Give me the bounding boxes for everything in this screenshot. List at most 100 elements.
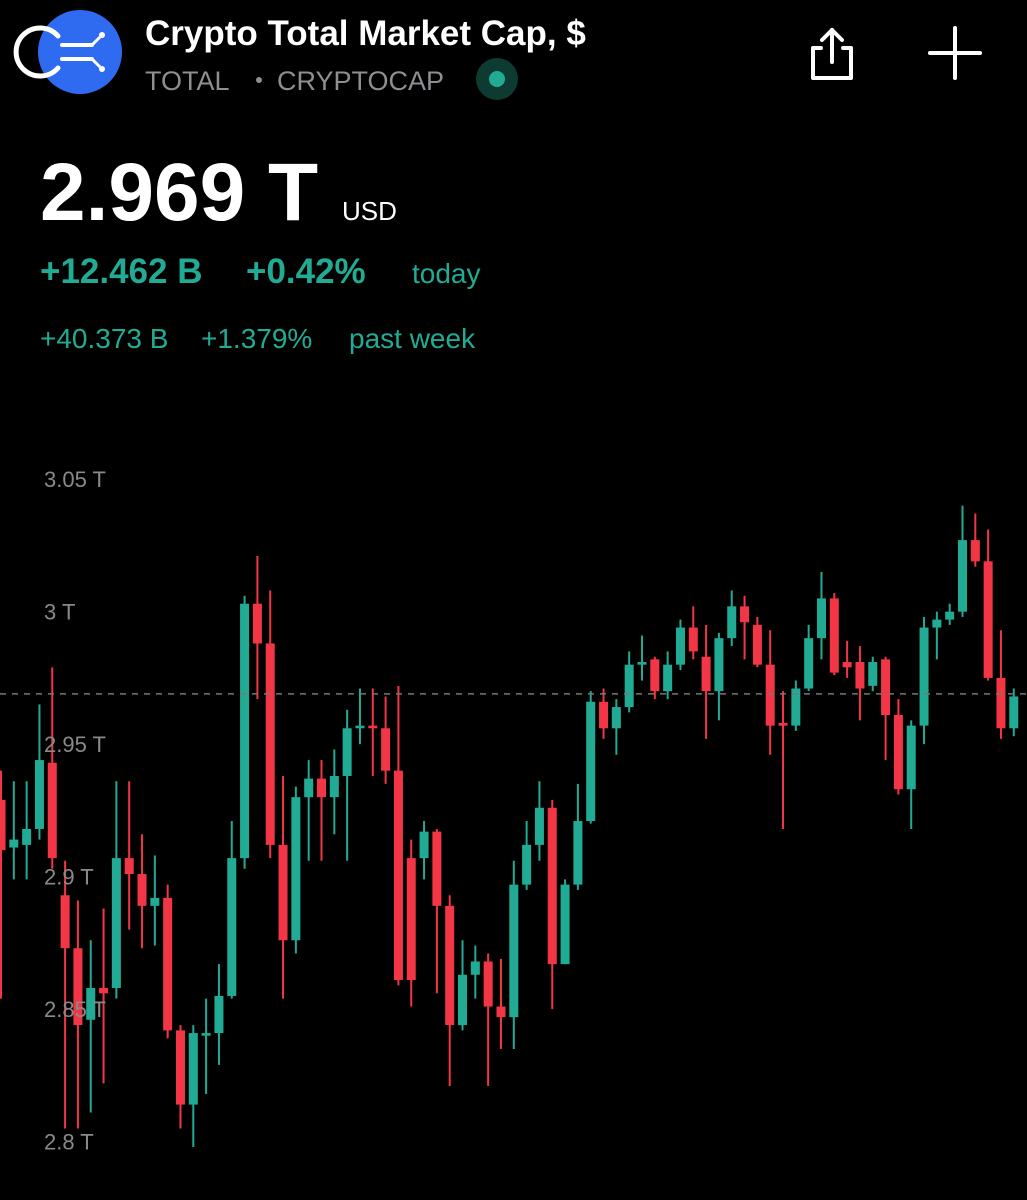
candle-body <box>329 775 339 798</box>
candle-body <box>60 895 70 949</box>
candle-body <box>932 619 942 628</box>
candle-body <box>881 659 891 716</box>
candle-body <box>637 662 647 665</box>
candle-body <box>791 688 801 726</box>
candle-body <box>945 611 955 620</box>
candle-body <box>893 715 903 790</box>
candle-body <box>470 961 480 975</box>
candle-body <box>432 831 442 906</box>
add-button[interactable] <box>928 26 982 80</box>
candle-body <box>483 961 493 1007</box>
market-status-dot <box>489 71 505 87</box>
candle-body <box>304 778 314 798</box>
candle-body <box>9 839 19 848</box>
y-tick-label: 2.85 T <box>44 997 106 1022</box>
symbol-title: Crypto Total Market Cap, $ <box>145 14 586 53</box>
change-today-pct: +0.42% <box>246 252 366 291</box>
candle-body <box>496 1006 506 1018</box>
candle-body <box>240 603 250 859</box>
candle-body <box>137 874 147 906</box>
candle-body <box>701 656 711 692</box>
symbol-logo <box>13 10 122 94</box>
candlestick-chart: 3.05 T 3 T 2.95 T 2.9 T 2.85 T 2.8 T <box>0 467 1027 1155</box>
candle-body <box>150 897 160 906</box>
candle-body <box>22 828 32 845</box>
candle-body <box>970 540 980 562</box>
candle-body <box>599 701 609 729</box>
candle-body <box>804 638 814 689</box>
candle-body <box>111 858 121 988</box>
candle-body <box>124 858 134 875</box>
candle-body <box>906 725 916 790</box>
today-label: today <box>412 258 481 289</box>
change-today: +12.462 B <box>40 252 203 291</box>
candle-body <box>355 725 365 729</box>
candle-body <box>99 987 109 994</box>
candle-body <box>829 598 839 673</box>
candle-body <box>727 606 737 639</box>
exchange: CRYPTOCAP <box>277 66 444 96</box>
candle-body <box>0 799 6 851</box>
candle-body <box>919 627 929 726</box>
candle-body <box>663 664 673 692</box>
candle-body <box>765 664 775 726</box>
candle-body <box>163 897 173 1031</box>
candle-body <box>855 662 865 689</box>
candle-body <box>291 797 301 941</box>
candle-body <box>73 948 83 1026</box>
week-label: past week <box>349 323 476 354</box>
change-week-pct: +1.379% <box>201 323 312 354</box>
price: 2.969 T <box>40 147 318 238</box>
candle-body <box>317 778 326 798</box>
candle-body <box>675 627 685 665</box>
candle-body <box>586 701 596 822</box>
candle-body <box>86 987 96 1020</box>
candle-body <box>688 627 698 652</box>
candle-body <box>522 844 532 885</box>
candle-body <box>252 603 262 644</box>
candle-body <box>842 662 852 668</box>
y-tick-label: 2.8 T <box>44 1130 94 1155</box>
candle-body <box>983 561 993 678</box>
candle-body <box>47 762 57 859</box>
candle-body <box>714 638 724 692</box>
candle-body <box>214 995 224 1034</box>
candle-body <box>175 1030 185 1105</box>
candle-body <box>368 725 378 729</box>
candle-body <box>265 643 275 845</box>
candle-body <box>547 807 557 965</box>
candle-body <box>560 884 570 965</box>
candle-body <box>381 728 391 771</box>
candle-body <box>393 770 403 981</box>
candle-body <box>778 722 788 726</box>
candle-body <box>740 606 750 623</box>
symbol-ticker: TOTAL <box>145 66 230 96</box>
y-tick-label: 3 T <box>44 600 75 625</box>
candle-body <box>611 707 621 729</box>
y-tick-label: 2.9 T <box>44 865 94 890</box>
candle-body <box>816 598 826 639</box>
candle-body <box>996 677 1006 729</box>
candle-body <box>650 659 660 692</box>
candle-body <box>534 807 544 845</box>
candle-body <box>342 728 352 776</box>
candle-body <box>278 844 288 941</box>
candle-body <box>868 662 878 686</box>
candle-body <box>419 831 429 859</box>
candle-body <box>406 858 416 981</box>
share-button[interactable] <box>811 28 853 80</box>
candle-body <box>624 664 634 708</box>
candle-body <box>458 974 468 1026</box>
y-tick-label: 3.05 T <box>44 467 106 492</box>
candle-body <box>958 540 967 612</box>
candle-body <box>34 760 44 829</box>
y-tick-label: 2.95 T <box>44 732 106 757</box>
candle-body <box>573 821 583 885</box>
change-week: +40.373 B <box>40 323 168 354</box>
candle-body <box>201 1033 211 1036</box>
candle-body <box>509 884 519 1018</box>
candle-body <box>188 1033 198 1105</box>
candle-body <box>227 858 237 996</box>
